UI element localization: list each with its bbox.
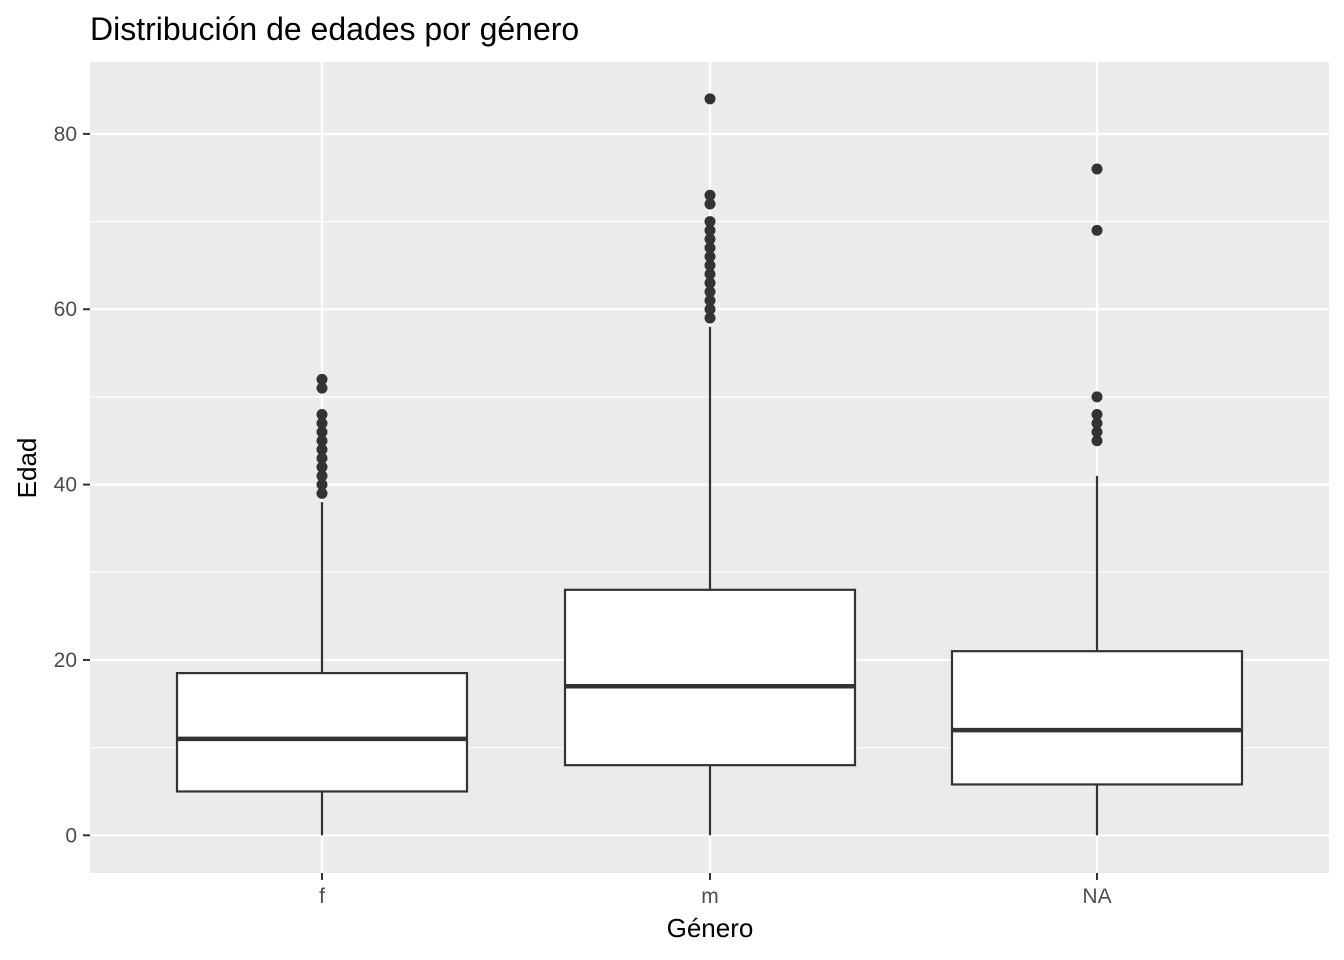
outlier-point xyxy=(704,242,716,254)
iqr-box xyxy=(175,671,469,793)
x-tick-label: m xyxy=(701,885,719,908)
outlier-point xyxy=(1091,408,1103,420)
outlier-point xyxy=(704,189,716,201)
y-tick-label: 60 xyxy=(54,298,77,321)
outlier-point xyxy=(1091,417,1103,429)
x-tick-label: NA xyxy=(1082,885,1111,908)
box-m xyxy=(563,93,857,836)
outlier-point xyxy=(1091,163,1103,175)
outlier-point xyxy=(316,408,328,420)
y-tick-label: 0 xyxy=(65,824,77,847)
outlier-point xyxy=(704,251,716,263)
outlier-point xyxy=(316,435,328,447)
x-axis-title: Género xyxy=(667,913,754,943)
boxes-layer xyxy=(175,93,1244,836)
outlier-point xyxy=(1091,224,1103,236)
outlier-point xyxy=(704,268,716,280)
outlier-point xyxy=(704,224,716,236)
box-f xyxy=(175,373,469,836)
outlier-point xyxy=(704,303,716,315)
y-tick-label: 40 xyxy=(54,474,77,497)
outlier-point xyxy=(316,417,328,429)
outlier-point xyxy=(316,452,328,464)
outlier-point xyxy=(704,93,716,105)
outlier-point xyxy=(316,479,328,491)
x-tick-label: f xyxy=(319,885,325,908)
outlier-point xyxy=(704,233,716,245)
outlier-point xyxy=(316,373,328,385)
outlier-point xyxy=(316,461,328,473)
iqr-box xyxy=(563,588,857,767)
outlier-point xyxy=(316,487,328,499)
outlier-point xyxy=(316,382,328,394)
box-NA xyxy=(950,163,1244,836)
outlier-point xyxy=(704,216,716,228)
y-tick-label: 80 xyxy=(54,123,77,146)
outlier-point xyxy=(1091,426,1103,438)
outlier-point xyxy=(704,259,716,271)
outlier-point xyxy=(704,312,716,324)
outlier-point xyxy=(316,470,328,482)
chart-title: Distribución de edades por género xyxy=(90,11,579,47)
y-tick-label: 20 xyxy=(54,649,77,672)
outlier-point xyxy=(1091,391,1103,403)
outlier-point xyxy=(704,294,716,306)
x-axis: f m NA xyxy=(319,873,1112,908)
outlier-point xyxy=(316,444,328,456)
outlier-point xyxy=(704,277,716,289)
outlier-point xyxy=(704,198,716,210)
outlier-point xyxy=(704,286,716,298)
outlier-point xyxy=(316,426,328,438)
y-axis-title: Edad xyxy=(12,438,42,499)
y-axis: 0 20 40 60 80 xyxy=(54,123,90,847)
iqr-box xyxy=(950,650,1244,786)
outlier-point xyxy=(1091,435,1103,447)
